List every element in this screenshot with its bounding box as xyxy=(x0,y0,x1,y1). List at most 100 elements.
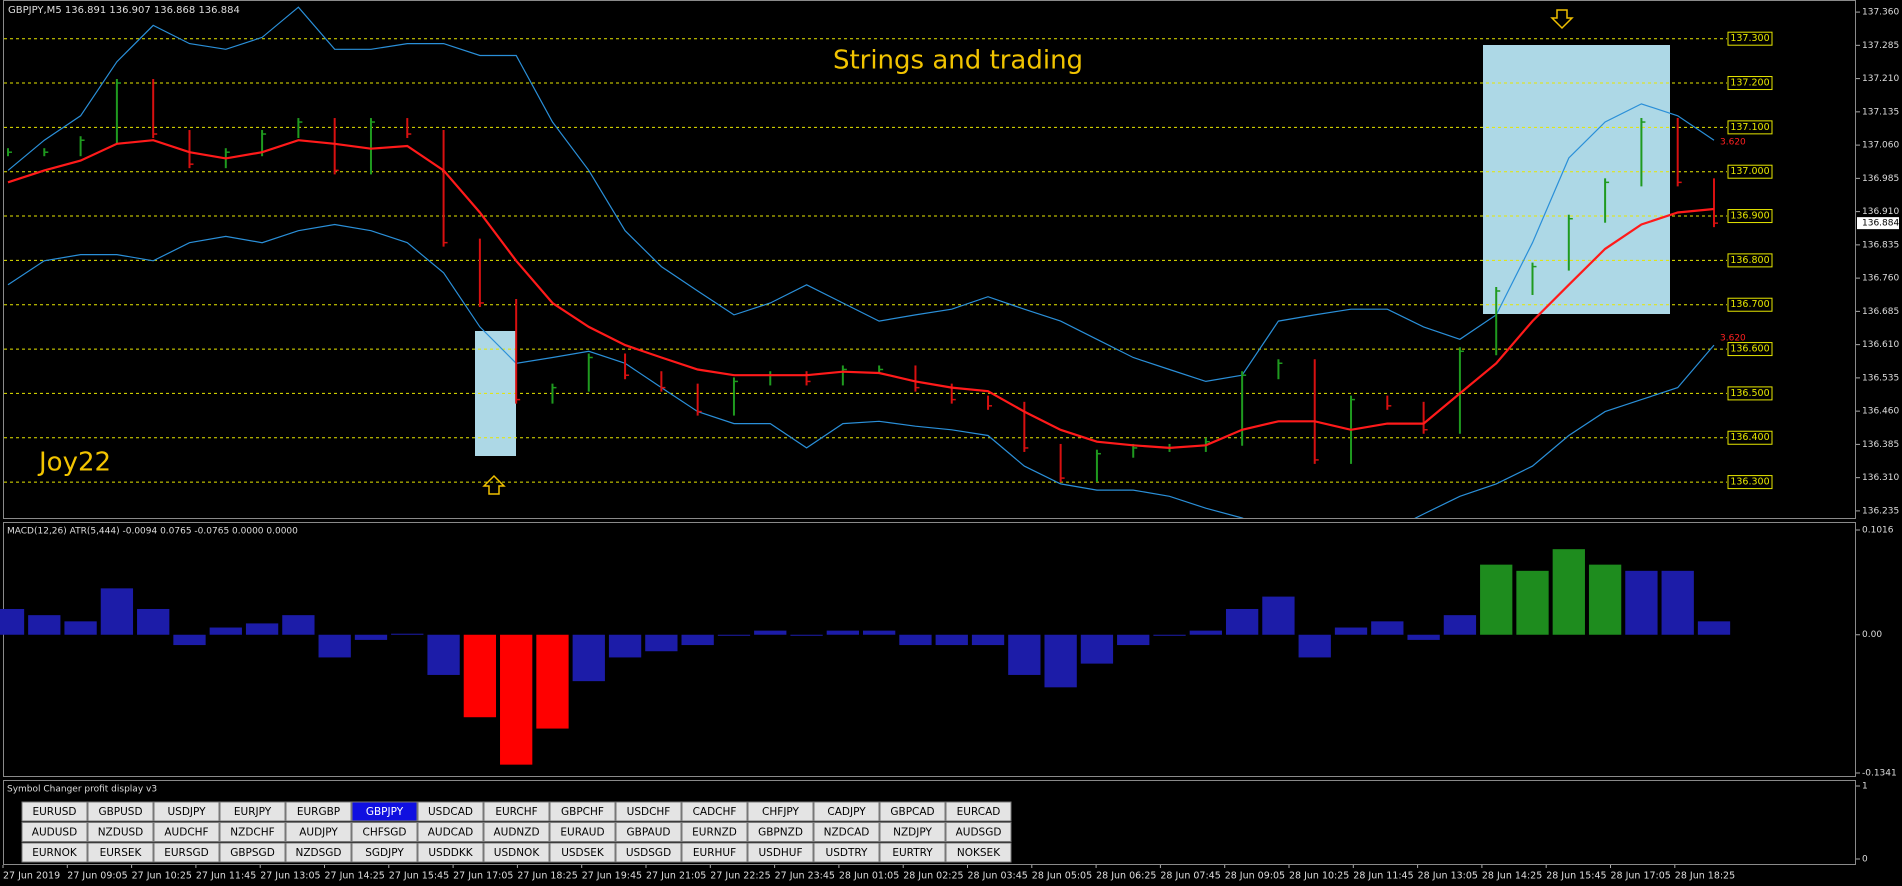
symbol-button[interactable]: CADCHF xyxy=(681,801,748,822)
button-face[interactable] xyxy=(285,822,352,842)
symbol-button[interactable]: AUDJPY xyxy=(285,822,352,842)
button-label[interactable]: AUDJPY xyxy=(299,827,338,839)
button-face[interactable] xyxy=(615,801,682,822)
button-label[interactable]: EURCHF xyxy=(495,806,537,818)
button-face[interactable] xyxy=(351,842,418,863)
button-face[interactable] xyxy=(747,801,814,822)
button-face[interactable] xyxy=(945,842,1012,863)
button-face[interactable] xyxy=(351,801,418,822)
button-face[interactable] xyxy=(285,842,352,863)
button-face[interactable] xyxy=(681,842,748,863)
symbol-button[interactable]: USDCAD xyxy=(417,801,484,822)
button-face[interactable] xyxy=(417,801,484,822)
symbol-button[interactable]: USDDKK xyxy=(417,842,484,863)
symbol-button[interactable]: GBPNZD xyxy=(747,822,814,842)
button-face[interactable] xyxy=(483,822,550,842)
symbol-button[interactable]: SGDJPY xyxy=(351,842,418,863)
button-label[interactable]: NZDJPY xyxy=(893,827,932,839)
button-label[interactable]: EURSGD xyxy=(164,847,209,859)
button-label[interactable]: EURSEK xyxy=(100,847,143,859)
symbol-button[interactable]: EURNOK xyxy=(21,842,88,863)
button-face[interactable] xyxy=(945,822,1012,842)
button-face[interactable] xyxy=(417,822,484,842)
button-label[interactable]: SGDJPY xyxy=(365,847,404,859)
button-label[interactable]: USDTRY xyxy=(826,847,868,859)
symbol-button[interactable]: USDHUF xyxy=(747,842,814,863)
button-label[interactable]: GBPAUD xyxy=(627,827,671,839)
symbol-button[interactable]: EURCAD xyxy=(945,801,1012,822)
symbol-button[interactable]: EURGBP xyxy=(285,801,352,822)
button-label[interactable]: GBPCHF xyxy=(561,806,604,818)
button-face[interactable] xyxy=(813,822,880,842)
symbol-button[interactable]: GBPCHF xyxy=(549,801,616,822)
button-label[interactable]: CADCHF xyxy=(693,806,737,818)
symbol-button[interactable]: CHFJPY xyxy=(747,801,814,822)
button-label[interactable]: AUDSGD xyxy=(956,827,1002,839)
symbol-button[interactable]: USDCHF xyxy=(615,801,682,822)
symbol-button[interactable]: EURSEK xyxy=(87,842,154,863)
button-label[interactable]: CADJPY xyxy=(827,806,866,818)
symbol-button[interactable]: GBPJPY xyxy=(351,801,418,822)
button-face[interactable] xyxy=(945,801,1012,822)
button-face[interactable] xyxy=(21,842,88,863)
symbol-button[interactable]: CHFSGD xyxy=(351,822,418,842)
button-label[interactable]: EURCAD xyxy=(957,806,1001,818)
button-face[interactable] xyxy=(21,801,88,822)
symbol-button[interactable]: NZDCAD xyxy=(813,822,880,842)
symbol-button[interactable]: AUDNZD xyxy=(483,822,550,842)
symbol-button[interactable]: NZDCHF xyxy=(219,822,286,842)
button-face[interactable] xyxy=(351,822,418,842)
button-face[interactable] xyxy=(681,801,748,822)
symbol-button[interactable]: USDNOK xyxy=(483,842,550,863)
button-label[interactable]: AUDCHF xyxy=(164,827,208,839)
button-face[interactable] xyxy=(747,822,814,842)
button-label[interactable]: USDCHF xyxy=(627,806,671,818)
button-face[interactable] xyxy=(153,842,220,863)
button-face[interactable] xyxy=(417,842,484,863)
symbol-button[interactable]: EURTRY xyxy=(879,842,946,863)
button-face[interactable] xyxy=(219,822,286,842)
button-label[interactable]: EURGBP xyxy=(297,806,340,818)
button-label[interactable]: USDJPY xyxy=(167,806,206,818)
button-face[interactable] xyxy=(813,842,880,863)
button-label[interactable]: EURAUD xyxy=(560,827,604,839)
button-label[interactable]: CHFJPY xyxy=(762,806,799,818)
button-face[interactable] xyxy=(549,801,616,822)
symbol-button[interactable]: NZDSGD xyxy=(285,842,352,863)
button-face[interactable] xyxy=(747,842,814,863)
button-label[interactable]: NZDCAD xyxy=(824,827,870,839)
symbol-button[interactable]: AUDCHF xyxy=(153,822,220,842)
button-label[interactable]: NZDSGD xyxy=(295,847,341,859)
symbol-button[interactable]: AUDSGD xyxy=(945,822,1012,842)
button-label[interactable]: GBPUSD xyxy=(98,806,142,818)
symbol-button[interactable]: AUDCAD xyxy=(417,822,484,842)
button-face[interactable] xyxy=(879,842,946,863)
symbol-button[interactable]: AUDUSD xyxy=(21,822,88,842)
symbol-button[interactable]: EURNZD xyxy=(681,822,748,842)
button-label[interactable]: USDSGD xyxy=(626,847,671,859)
button-label[interactable]: GBPNZD xyxy=(758,827,803,839)
button-label[interactable]: USDNOK xyxy=(494,847,541,859)
symbol-button[interactable]: NOKSEK xyxy=(945,842,1012,863)
button-face[interactable] xyxy=(153,822,220,842)
button-label[interactable]: EURJPY xyxy=(234,806,272,818)
symbol-button[interactable]: NZDJPY xyxy=(879,822,946,842)
button-label[interactable]: EURHUF xyxy=(693,847,736,859)
button-face[interactable] xyxy=(615,842,682,863)
button-label[interactable]: USDCAD xyxy=(428,806,473,818)
button-label[interactable]: EURTRY xyxy=(892,847,933,859)
button-label[interactable]: CHFSGD xyxy=(363,827,407,839)
button-label[interactable]: AUDNZD xyxy=(493,827,539,839)
button-label[interactable]: NOKSEK xyxy=(957,847,1001,859)
button-label[interactable]: EURNZD xyxy=(692,827,737,839)
button-label[interactable]: GBPJPY xyxy=(366,806,404,818)
symbol-button[interactable]: GBPCAD xyxy=(879,801,946,822)
button-face[interactable] xyxy=(813,801,880,822)
symbol-button[interactable]: GBPAUD xyxy=(615,822,682,842)
symbol-button[interactable]: EURCHF xyxy=(483,801,550,822)
symbol-button[interactable]: EURSGD xyxy=(153,842,220,863)
symbol-button[interactable]: GBPSGD xyxy=(219,842,286,863)
symbol-button[interactable]: EURHUF xyxy=(681,842,748,863)
button-label[interactable]: EURNOK xyxy=(32,847,78,859)
button-face[interactable] xyxy=(87,822,154,842)
